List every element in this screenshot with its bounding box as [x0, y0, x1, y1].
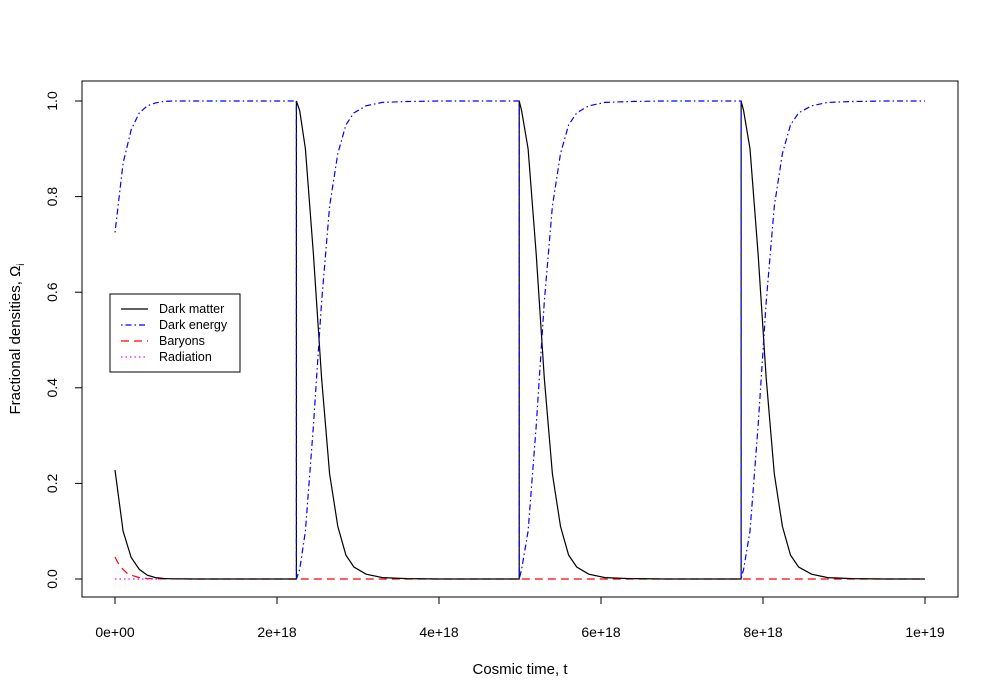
y-tick-label: 0.4 — [44, 378, 60, 398]
y-tick-label: 0.2 — [44, 473, 60, 493]
series-line-dark-matter — [114, 100, 925, 580]
legend-label-baryons: Baryons — [159, 334, 205, 348]
x-tick-label: 6e+18 — [581, 624, 621, 640]
y-tick-label: 0.0 — [44, 569, 60, 589]
y-axis-title-subscript: i — [16, 263, 27, 265]
y-axis-title: Fractional densities, Ωi — [7, 263, 27, 414]
series-lines — [114, 100, 925, 580]
legend-label-dark-matter: Dark matter — [159, 302, 224, 316]
legend-label-radiation: Radiation — [159, 350, 212, 364]
x-tick-label: 0e+00 — [95, 624, 135, 640]
x-axis-title: Cosmic time, t — [472, 661, 568, 678]
x-tick-label: 4e+18 — [419, 624, 459, 640]
y-tick-label: 0.8 — [44, 187, 60, 207]
x-tick-label: 2e+18 — [257, 624, 297, 640]
legend: Dark matter Dark energy Baryons Radiation — [109, 293, 241, 373]
y-tick-label: 1.0 — [44, 91, 60, 111]
legend-label-dark-energy: Dark energy — [159, 318, 228, 332]
y-axis: 0.0 0.2 0.4 0.6 0.8 1.0 — [44, 91, 83, 589]
series-line-dark-energy — [114, 100, 925, 580]
legend-box — [109, 293, 241, 373]
x-tick-label: 1e+19 — [905, 624, 945, 640]
y-axis-title-main: Fractional densities, Ω — [7, 266, 24, 415]
y-tick-label: 0.6 — [44, 282, 60, 302]
x-axis: 0e+00 2e+18 4e+18 6e+18 8e+18 1e+19 — [95, 596, 945, 640]
x-tick-label: 8e+18 — [743, 624, 783, 640]
